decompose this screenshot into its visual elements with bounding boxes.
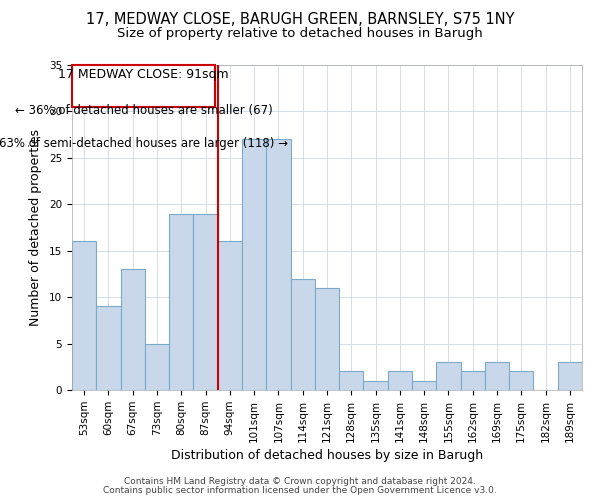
Text: Size of property relative to detached houses in Barugh: Size of property relative to detached ho… xyxy=(117,28,483,40)
Bar xyxy=(266,140,290,390)
Bar xyxy=(412,380,436,390)
Text: 17 MEDWAY CLOSE: 91sqm: 17 MEDWAY CLOSE: 91sqm xyxy=(58,68,229,81)
Y-axis label: Number of detached properties: Number of detached properties xyxy=(29,129,42,326)
Bar xyxy=(388,372,412,390)
Bar xyxy=(242,140,266,390)
Bar xyxy=(461,372,485,390)
Bar xyxy=(290,278,315,390)
Text: Contains HM Land Registry data © Crown copyright and database right 2024.: Contains HM Land Registry data © Crown c… xyxy=(124,477,476,486)
X-axis label: Distribution of detached houses by size in Barugh: Distribution of detached houses by size … xyxy=(171,449,483,462)
Bar xyxy=(364,380,388,390)
Text: Contains public sector information licensed under the Open Government Licence v3: Contains public sector information licen… xyxy=(103,486,497,495)
Bar xyxy=(96,306,121,390)
Bar xyxy=(339,372,364,390)
Bar xyxy=(145,344,169,390)
Bar xyxy=(485,362,509,390)
Bar xyxy=(121,270,145,390)
Bar xyxy=(315,288,339,390)
Bar xyxy=(72,242,96,390)
Bar xyxy=(218,242,242,390)
Bar xyxy=(436,362,461,390)
Text: ← 36% of detached houses are smaller (67): ← 36% of detached houses are smaller (67… xyxy=(15,104,272,117)
Text: 63% of semi-detached houses are larger (118) →: 63% of semi-detached houses are larger (… xyxy=(0,136,288,149)
Bar xyxy=(509,372,533,390)
Bar xyxy=(169,214,193,390)
Bar xyxy=(193,214,218,390)
Bar xyxy=(558,362,582,390)
FancyBboxPatch shape xyxy=(72,65,215,107)
Text: 17, MEDWAY CLOSE, BARUGH GREEN, BARNSLEY, S75 1NY: 17, MEDWAY CLOSE, BARUGH GREEN, BARNSLEY… xyxy=(86,12,514,28)
